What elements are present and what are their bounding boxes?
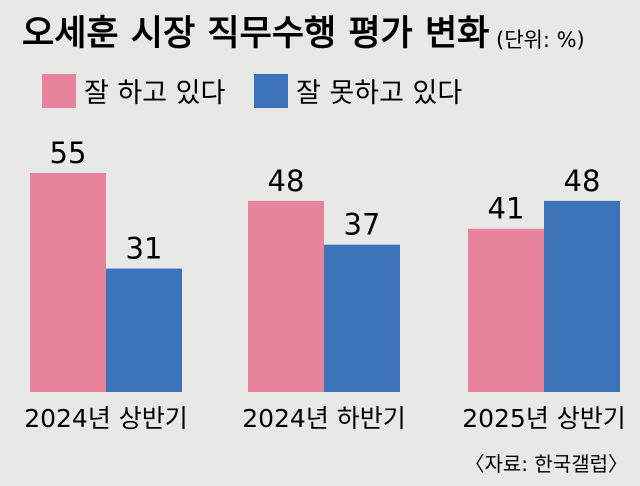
bars-group bbox=[30, 173, 620, 392]
value-label-negative-2: 48 bbox=[564, 164, 601, 198]
category-label-0: 2024년 상반기 bbox=[24, 404, 188, 433]
legend-label-positive: 잘 하고 있다 bbox=[84, 78, 226, 109]
legend-swatch-negative bbox=[254, 74, 288, 108]
value-label-negative-1: 37 bbox=[344, 208, 381, 242]
value-label-positive-2: 41 bbox=[488, 192, 525, 226]
unit-label: (단위: %) bbox=[496, 28, 585, 52]
value-labels-group: 55 31 48 37 41 48 bbox=[50, 136, 601, 266]
category-label-2: 2025년 상반기 bbox=[462, 404, 626, 433]
category-labels-group: 2024년 상반기 2024년 하반기 2025년 상반기 bbox=[24, 404, 626, 433]
value-label-negative-0: 31 bbox=[126, 232, 163, 266]
chart-title: 오세훈 시장 직무수행 평가 변화 bbox=[22, 14, 489, 54]
bar-positive-2 bbox=[468, 228, 544, 392]
category-label-1: 2024년 하반기 bbox=[242, 404, 406, 433]
value-label-positive-1: 48 bbox=[268, 164, 305, 198]
bar-positive-1 bbox=[248, 200, 324, 392]
bar-negative-1 bbox=[324, 244, 400, 392]
source-label: 〈자료: 한국갤럽〉 bbox=[465, 452, 629, 476]
bar-positive-0 bbox=[30, 173, 106, 392]
bar-negative-0 bbox=[106, 268, 182, 392]
legend: 잘 하고 있다 잘 못하고 있다 bbox=[42, 74, 462, 109]
bar-negative-2 bbox=[544, 200, 620, 392]
legend-swatch-positive bbox=[42, 74, 76, 108]
legend-label-negative: 잘 못하고 있다 bbox=[296, 78, 462, 109]
value-label-positive-0: 55 bbox=[50, 136, 87, 170]
